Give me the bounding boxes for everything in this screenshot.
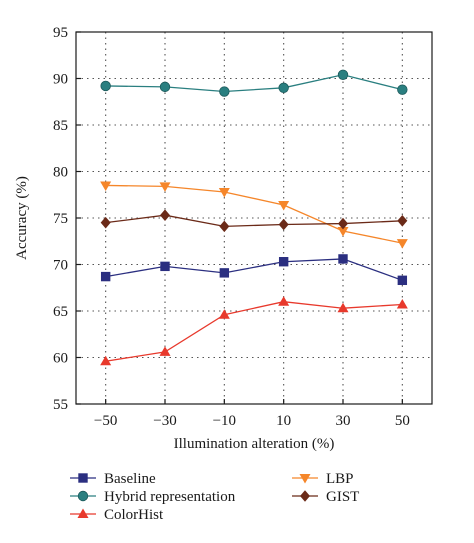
legend-item: LBP xyxy=(292,471,354,487)
y-axis-title: Accuracy (%) xyxy=(14,176,30,260)
legend-marker xyxy=(77,508,89,518)
data-point xyxy=(160,209,170,222)
x-tick-label: −50 xyxy=(94,413,117,429)
series-hybrid-representation xyxy=(100,69,408,97)
data-point xyxy=(278,218,289,231)
legend-label: LBP xyxy=(326,471,354,487)
data-point xyxy=(100,271,111,282)
y-tick-label: 95 xyxy=(53,25,68,41)
data-point xyxy=(396,298,408,309)
data-point xyxy=(100,216,111,229)
y-tick-label: 90 xyxy=(53,72,68,88)
x-tick-label: 30 xyxy=(336,413,351,429)
legend-marker xyxy=(78,473,88,483)
data-point xyxy=(338,254,348,264)
series-line xyxy=(105,258,403,281)
data-point xyxy=(337,302,349,313)
y-tick-label: 80 xyxy=(53,165,68,181)
legend-marker xyxy=(299,474,311,484)
series-lbp xyxy=(100,181,408,249)
legend-label: Hybrid representation xyxy=(104,489,236,505)
data-point xyxy=(338,217,348,230)
series-gist xyxy=(100,209,408,233)
legend-item: Baseline xyxy=(70,471,156,487)
data-point xyxy=(397,214,408,227)
y-tick-label: 75 xyxy=(53,211,68,227)
data-point xyxy=(160,261,170,272)
data-point xyxy=(219,86,230,97)
legend-marker xyxy=(300,490,310,502)
x-tick-label: 50 xyxy=(395,413,410,429)
legend-label: Baseline xyxy=(104,471,156,487)
legend-item: GIST xyxy=(292,489,359,505)
data-point xyxy=(278,257,289,267)
series-line xyxy=(105,214,403,228)
data-point xyxy=(218,187,230,198)
data-point xyxy=(159,182,171,192)
data-point xyxy=(159,81,171,93)
legend-item: ColorHist xyxy=(70,507,164,523)
data-point xyxy=(337,69,349,80)
series-line xyxy=(105,301,403,362)
data-point xyxy=(278,200,290,211)
data-point xyxy=(100,181,112,191)
data-point xyxy=(397,275,408,286)
legend-item: Hybrid representation xyxy=(70,489,236,505)
data-point xyxy=(278,82,289,94)
series-lines xyxy=(100,69,408,366)
x-tick-label: −30 xyxy=(153,413,176,429)
legend: Baseline Hybrid representation ColorHist LB… xyxy=(70,471,359,523)
data-point xyxy=(396,239,408,249)
y-tick-label: 55 xyxy=(53,397,68,413)
data-point xyxy=(397,84,408,95)
legend-marker xyxy=(77,490,89,502)
data-point xyxy=(218,309,230,319)
series-baseline xyxy=(100,254,408,286)
x-tick-label: −10 xyxy=(213,413,236,429)
data-point xyxy=(337,227,349,237)
legend-label: ColorHist xyxy=(104,507,164,523)
y-tick-label: 65 xyxy=(53,304,68,320)
data-point xyxy=(278,296,290,306)
series-colorhist xyxy=(100,296,408,366)
data-point xyxy=(159,346,171,356)
y-tick-label: 70 xyxy=(53,258,68,274)
legend-label: GIST xyxy=(326,489,359,505)
data-point xyxy=(219,220,230,233)
series-line xyxy=(105,74,403,93)
axis-ticks: 55 60 65 70 75 80 85 90 95 −50 −30 −10 10 30 50 xyxy=(53,25,410,429)
data-point xyxy=(100,355,112,366)
series-line xyxy=(105,184,403,244)
x-axis-title: Illumination alteration (%) xyxy=(174,436,335,452)
y-tick-label: 60 xyxy=(53,351,68,367)
grid-lines xyxy=(76,32,432,404)
data-point xyxy=(219,268,230,278)
data-point xyxy=(100,80,111,92)
x-tick-label: 10 xyxy=(276,413,291,429)
y-tick-label: 85 xyxy=(53,118,68,134)
